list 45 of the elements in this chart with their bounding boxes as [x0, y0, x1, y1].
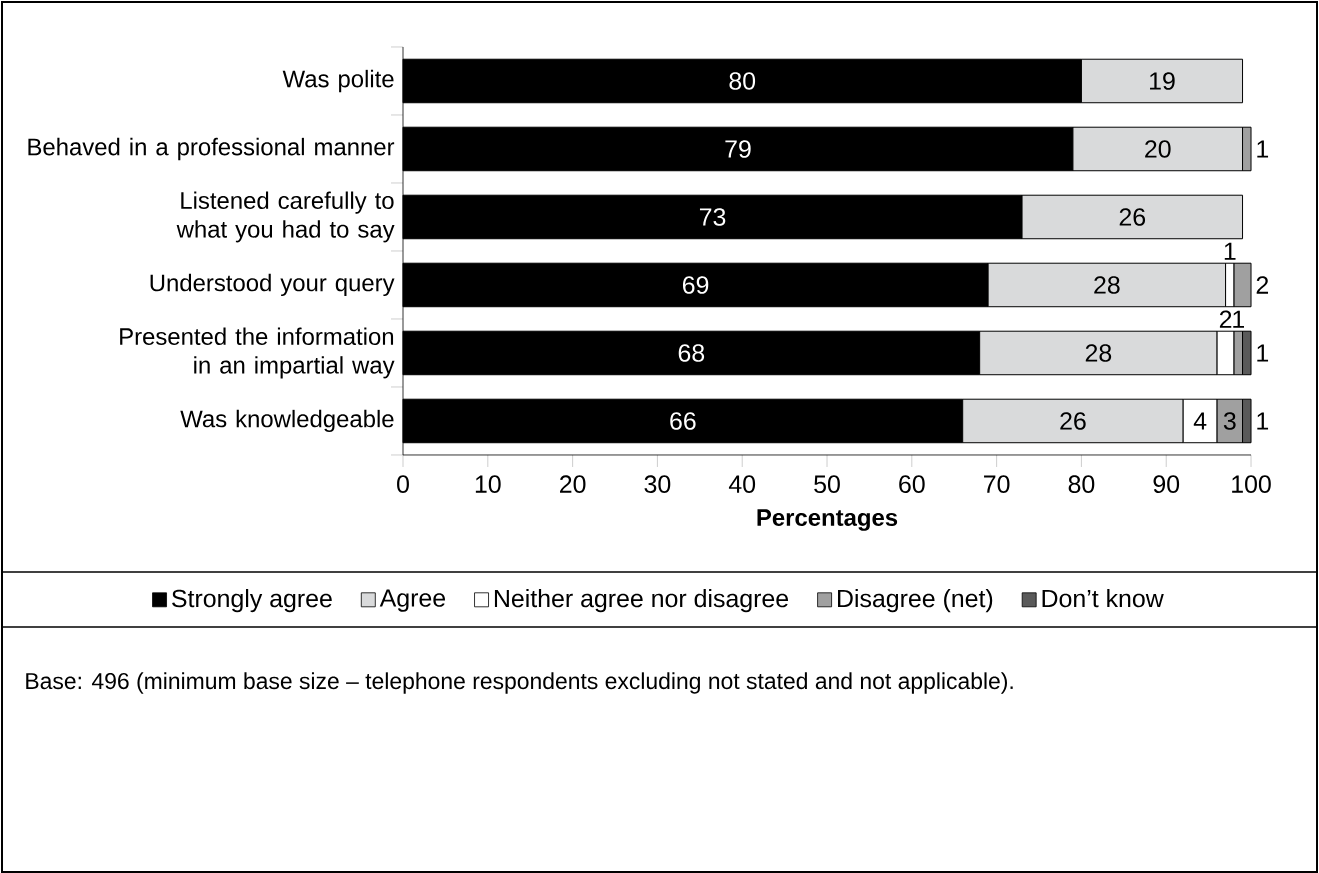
data-label: 1	[1257, 412, 1269, 430]
legend-label: Don’t know	[1042, 588, 1164, 608]
data-label: 1	[1224, 242, 1236, 260]
data-label: 2	[1256, 276, 1269, 294]
x-tick-label: 30	[644, 475, 671, 493]
data-label: 1	[1233, 310, 1244, 328]
legend-label: Neither agree nor disagree	[494, 588, 789, 613]
data-label: 1	[1257, 140, 1269, 158]
legend-label: Agree	[379, 589, 446, 612]
data-label: 73	[699, 208, 726, 226]
x-axis-title: Percentages	[757, 509, 898, 531]
data-label: 28	[1094, 276, 1120, 294]
x-tick-label: 50	[814, 475, 840, 493]
data-label: 20	[1145, 140, 1171, 158]
legend-label: Strongly agree	[172, 588, 332, 613]
x-tick-label: 20	[560, 475, 586, 493]
text: Base: 496 (minimum base size – telephone respondents excluding not stated and not applicable).	[26, 672, 1013, 694]
y-tick-label: Listened carefully to what you had to say	[176, 191, 395, 243]
x-tick-label: 90	[1153, 475, 1180, 493]
x-tick-label: 70	[984, 475, 1010, 493]
data-label: 66	[670, 412, 696, 430]
data-label: 68	[678, 344, 705, 362]
data-label: 26	[1060, 412, 1086, 430]
y-tick-label: Presented the information in an impartial way	[120, 327, 395, 379]
legend-label: Disagree (net)	[838, 588, 993, 613]
data-label: 2	[1219, 310, 1232, 328]
y-tick-label: Was polite	[282, 69, 394, 93]
y-tick-label: Understood your query	[150, 273, 395, 297]
y-tick-label: Behaved in a professional manner	[28, 137, 395, 161]
data-label: 1	[1257, 344, 1269, 362]
data-label: 4	[1193, 412, 1207, 430]
x-tick-label: 100	[1232, 475, 1271, 493]
x-tick-label: 10	[475, 475, 501, 493]
data-label: 80	[729, 72, 756, 90]
data-label: 26	[1119, 208, 1146, 226]
x-tick-label: 80	[1068, 475, 1095, 493]
data-label: 28	[1085, 344, 1112, 362]
data-label: 3	[1223, 412, 1236, 430]
x-tick-label: 0	[397, 475, 409, 493]
data-label: 69	[682, 276, 709, 294]
data-label: 79	[725, 140, 751, 158]
data-label: 19	[1150, 72, 1175, 90]
y-tick-label: Was knowledgeable	[180, 409, 394, 433]
x-tick-label: 60	[899, 475, 925, 493]
x-tick-label: 40	[728, 475, 756, 493]
